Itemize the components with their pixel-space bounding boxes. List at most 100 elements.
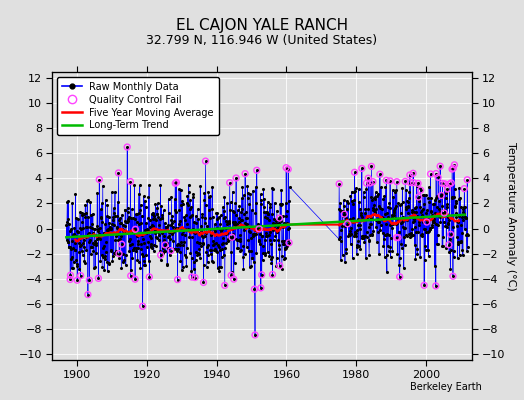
- Point: [247, 248, 255, 254]
- Point: [189, 259, 198, 265]
- Point: [143, 243, 151, 250]
- Point: [223, 221, 232, 227]
- Point: [392, 178, 401, 185]
- Point: [178, 198, 186, 204]
- Point: [63, 238, 72, 245]
- Point: [148, 209, 157, 216]
- Point: [95, 176, 103, 183]
- Point: [114, 170, 123, 176]
- Point: [356, 206, 364, 212]
- Point: [177, 187, 185, 194]
- Point: [78, 212, 86, 218]
- Point: [276, 262, 284, 269]
- Point: [105, 220, 114, 226]
- Point: [389, 212, 398, 218]
- Point: [148, 245, 157, 252]
- Point: [123, 144, 132, 150]
- Point: [221, 214, 230, 220]
- Point: [78, 248, 86, 254]
- Point: [354, 216, 363, 222]
- Point: [366, 221, 374, 227]
- Point: [336, 208, 345, 214]
- Point: [398, 199, 407, 206]
- Point: [460, 211, 468, 218]
- Point: [238, 216, 246, 223]
- Point: [135, 210, 144, 216]
- Point: [432, 192, 441, 199]
- Point: [348, 254, 357, 261]
- Point: [213, 210, 222, 216]
- Point: [381, 211, 389, 218]
- Point: [433, 241, 441, 247]
- Point: [121, 218, 129, 224]
- Point: [269, 220, 277, 226]
- Point: [448, 166, 456, 172]
- Point: [230, 276, 238, 282]
- Point: [349, 219, 357, 226]
- Point: [376, 171, 384, 178]
- Point: [96, 206, 105, 212]
- Point: [187, 204, 195, 210]
- Point: [125, 236, 134, 242]
- Point: [74, 235, 83, 242]
- Point: [119, 227, 128, 234]
- Point: [113, 224, 121, 230]
- Point: [390, 209, 398, 215]
- Point: [446, 231, 455, 238]
- Point: [136, 264, 145, 271]
- Point: [453, 223, 462, 229]
- Point: [94, 234, 102, 240]
- Point: [149, 248, 158, 255]
- Point: [157, 256, 165, 263]
- Point: [75, 249, 84, 255]
- Point: [286, 184, 294, 190]
- Point: [216, 221, 224, 227]
- Point: [388, 211, 396, 218]
- Point: [400, 224, 408, 231]
- Point: [383, 269, 391, 276]
- Point: [228, 219, 237, 225]
- Point: [277, 186, 286, 193]
- Point: [386, 178, 394, 184]
- Point: [348, 198, 356, 204]
- Point: [97, 215, 105, 221]
- Point: [456, 239, 464, 245]
- Point: [344, 233, 353, 239]
- Point: [119, 251, 128, 257]
- Point: [425, 184, 433, 190]
- Point: [416, 185, 424, 191]
- Point: [272, 208, 281, 214]
- Point: [206, 215, 215, 221]
- Point: [228, 226, 236, 232]
- Point: [392, 234, 401, 241]
- Point: [364, 175, 373, 181]
- Point: [141, 198, 149, 204]
- Point: [437, 194, 445, 200]
- Point: [67, 226, 75, 232]
- Point: [278, 238, 287, 244]
- Point: [360, 233, 368, 240]
- Point: [110, 210, 118, 216]
- Point: [399, 224, 407, 230]
- Point: [237, 246, 246, 253]
- Point: [171, 180, 179, 186]
- Point: [88, 244, 96, 250]
- Point: [244, 190, 252, 196]
- Point: [134, 238, 142, 244]
- Point: [464, 232, 472, 238]
- Point: [451, 185, 459, 192]
- Point: [135, 221, 143, 228]
- Point: [169, 226, 178, 233]
- Point: [89, 210, 97, 217]
- Point: [249, 188, 257, 194]
- Point: [416, 254, 424, 260]
- Point: [74, 216, 82, 222]
- Point: [231, 235, 239, 242]
- Point: [182, 199, 191, 206]
- Point: [106, 247, 115, 253]
- Point: [443, 201, 451, 208]
- Point: [186, 197, 194, 204]
- Point: [97, 252, 106, 259]
- Point: [202, 230, 210, 236]
- Point: [185, 206, 194, 212]
